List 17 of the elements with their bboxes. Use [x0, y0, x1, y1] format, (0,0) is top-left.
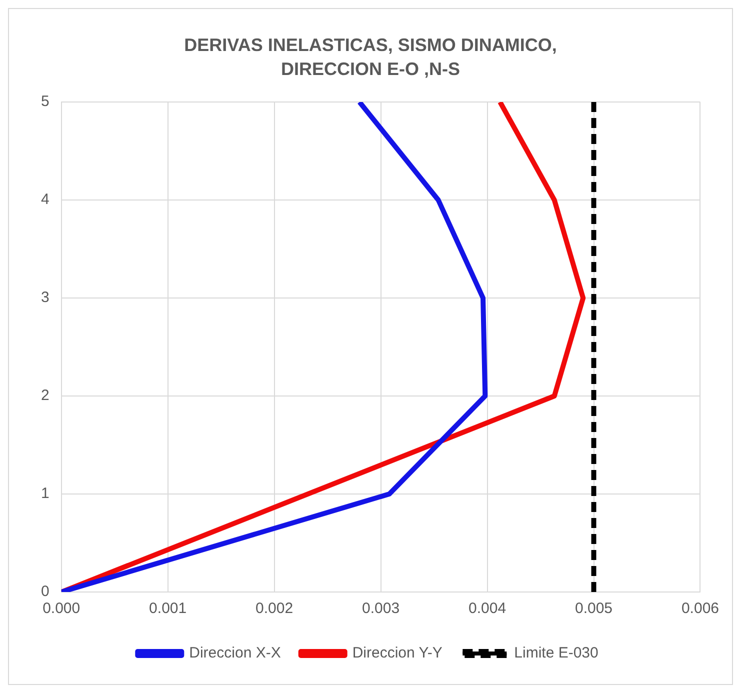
y-tick-label: 5: [41, 93, 50, 110]
x-tick-label: 0.006: [681, 600, 720, 618]
x-tick-label: 0.002: [256, 600, 294, 618]
legend-label: Direccion X-X: [189, 644, 281, 662]
x-tick-label: 0.001: [149, 600, 187, 618]
legend-label: Limite E-030: [514, 644, 598, 662]
chart-title: DERIVAS INELASTICAS, SISMO DINAMICO, DIRECCION E-O ,N-S: [183, 34, 558, 81]
y-tick-label: 1: [41, 485, 50, 502]
y-tick-label: 3: [41, 289, 50, 306]
x-tick-label: 0.005: [574, 600, 613, 618]
y-tick-label: 2: [41, 387, 50, 404]
legend-label: Direccion Y-Y: [352, 644, 442, 662]
y-tick-label: 0: [41, 583, 50, 600]
x-tick-label: 0.000: [42, 600, 80, 618]
x-tick-label: 0.004: [468, 600, 506, 618]
y-tick-label: 4: [41, 191, 50, 208]
x-tick-label: 0.003: [362, 600, 400, 618]
